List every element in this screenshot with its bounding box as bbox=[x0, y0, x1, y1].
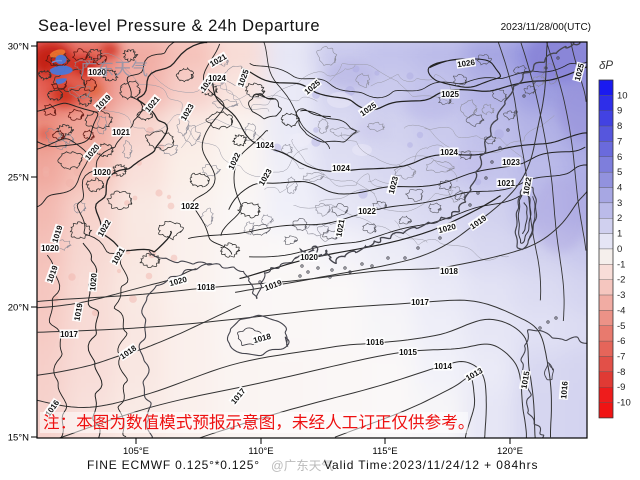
svg-text:1024: 1024 bbox=[256, 141, 274, 150]
svg-text:6: 6 bbox=[617, 152, 622, 163]
svg-text:20°N: 20°N bbox=[8, 303, 29, 314]
svg-text:-8: -8 bbox=[617, 367, 625, 378]
svg-text:1021: 1021 bbox=[112, 128, 130, 137]
svg-text:1022: 1022 bbox=[181, 202, 199, 211]
svg-text:-1: -1 bbox=[617, 259, 625, 270]
svg-text:1015: 1015 bbox=[520, 370, 532, 390]
svg-text:7: 7 bbox=[617, 136, 622, 147]
svg-text:1018: 1018 bbox=[197, 283, 215, 292]
svg-text:105°E: 105°E bbox=[123, 446, 149, 457]
svg-text:10: 10 bbox=[617, 90, 628, 101]
svg-text:-3: -3 bbox=[617, 290, 625, 301]
svg-text:-6: -6 bbox=[617, 336, 625, 347]
svg-text:-4: -4 bbox=[617, 305, 625, 316]
svg-text:1020: 1020 bbox=[300, 253, 318, 262]
svg-text:@广东天气: @广东天气 bbox=[271, 458, 334, 473]
svg-text:1016: 1016 bbox=[559, 380, 570, 399]
svg-text:1017: 1017 bbox=[60, 330, 78, 339]
svg-text:1025: 1025 bbox=[441, 90, 459, 99]
svg-text:1015: 1015 bbox=[399, 348, 417, 357]
svg-text:δP: δP bbox=[599, 60, 613, 72]
svg-text:1019: 1019 bbox=[73, 302, 85, 322]
svg-text:1023: 1023 bbox=[502, 158, 520, 167]
svg-text:1024: 1024 bbox=[440, 148, 458, 157]
svg-text:5: 5 bbox=[617, 167, 622, 178]
svg-text:2023/11/28/00(UTC): 2023/11/28/00(UTC) bbox=[501, 22, 591, 33]
svg-text:2: 2 bbox=[617, 213, 622, 224]
svg-text:25°N: 25°N bbox=[8, 173, 29, 184]
svg-text:1014: 1014 bbox=[434, 362, 452, 371]
svg-text:30°N: 30°N bbox=[8, 42, 29, 53]
svg-text:3: 3 bbox=[617, 198, 622, 209]
svg-text:8: 8 bbox=[617, 121, 622, 132]
svg-text:15°N: 15°N bbox=[8, 433, 29, 444]
svg-text:1021: 1021 bbox=[497, 179, 515, 188]
svg-text:1026: 1026 bbox=[457, 58, 476, 69]
svg-text:115°E: 115°E bbox=[372, 446, 397, 457]
svg-text:FINE ECMWF 0.125°*0.125°: FINE ECMWF 0.125°*0.125° bbox=[87, 458, 260, 472]
svg-text:Valid Time:2023/11/24/12 + 084: Valid Time:2023/11/24/12 + 084hrs bbox=[324, 458, 538, 472]
svg-text:广东天气: 广东天气 bbox=[80, 60, 148, 79]
svg-text:1022: 1022 bbox=[522, 176, 534, 196]
svg-text:1017: 1017 bbox=[411, 298, 429, 307]
svg-text:1022: 1022 bbox=[358, 207, 376, 216]
svg-text:Sea-level Pressure & 24h Depar: Sea-level Pressure & 24h Departure bbox=[38, 17, 320, 35]
svg-text:0: 0 bbox=[617, 244, 622, 255]
svg-text:-9: -9 bbox=[617, 382, 625, 393]
svg-text:1020: 1020 bbox=[88, 272, 99, 291]
svg-text:注：本图为数值模式预报示意图，未经人工订正仅供参考。: 注：本图为数值模式预报示意图，未经人工订正仅供参考。 bbox=[43, 413, 474, 432]
svg-text:1018: 1018 bbox=[440, 267, 458, 276]
svg-text:1020: 1020 bbox=[41, 244, 59, 253]
svg-text:1021: 1021 bbox=[335, 218, 347, 238]
svg-text:1020: 1020 bbox=[93, 168, 111, 177]
svg-text:1016: 1016 bbox=[366, 338, 384, 347]
svg-text:120°E: 120°E bbox=[497, 446, 523, 457]
svg-text:-2: -2 bbox=[617, 275, 625, 286]
svg-text:1: 1 bbox=[617, 229, 622, 240]
svg-text:9: 9 bbox=[617, 106, 622, 117]
svg-text:-10: -10 bbox=[617, 398, 631, 409]
svg-text:1024: 1024 bbox=[208, 74, 226, 83]
svg-text:1024: 1024 bbox=[332, 164, 350, 173]
svg-text:1020: 1020 bbox=[88, 68, 106, 77]
svg-text:-5: -5 bbox=[617, 321, 625, 332]
svg-text:110°E: 110°E bbox=[248, 446, 273, 457]
svg-text:4: 4 bbox=[617, 183, 622, 194]
svg-text:-7: -7 bbox=[617, 352, 625, 363]
